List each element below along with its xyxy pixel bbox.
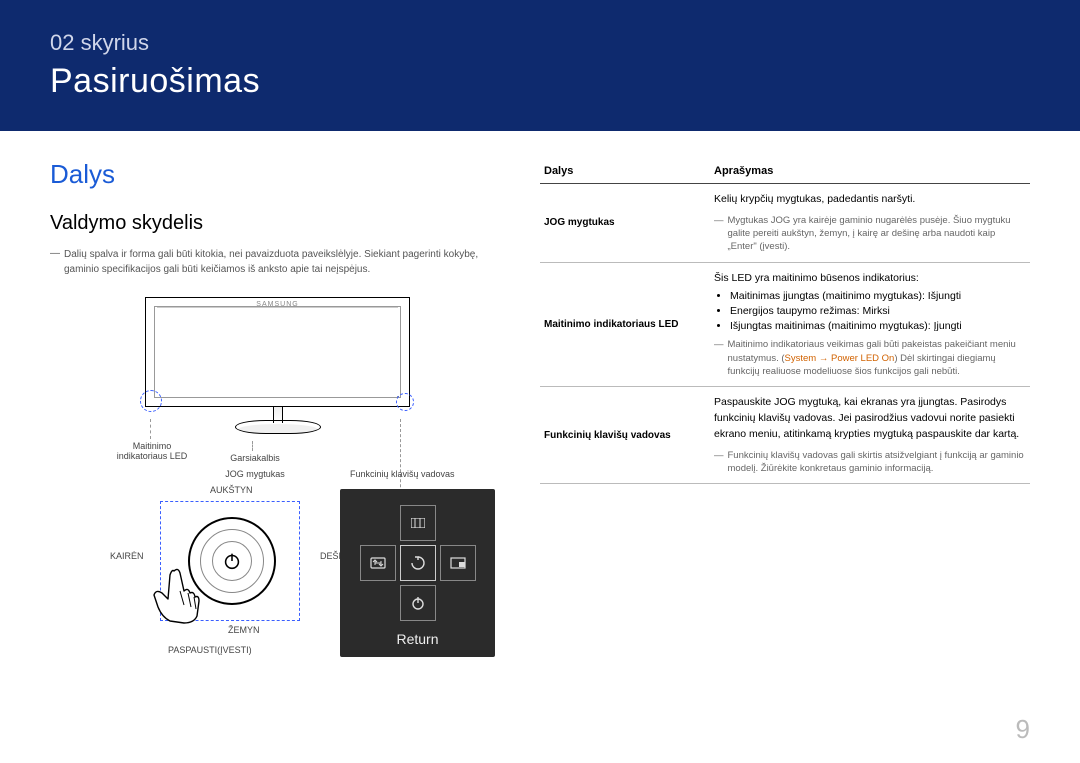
- page-title: Pasiruošimas: [50, 62, 1030, 101]
- monitor-outline: SAMSUNG: [145, 297, 410, 407]
- osd-center-icon: [400, 545, 436, 581]
- label-led: Maitinimo indikatoriaus LED: [112, 441, 192, 461]
- bullets: Maitinimas įjungtas (maitinimo mygtukas)…: [714, 290, 1026, 332]
- page-header: 02 skyrius Pasiruošimas: [0, 0, 1080, 131]
- table-row: Funkcinių klavišų vadovas Paspauskite JO…: [540, 387, 1030, 484]
- section-title: Dalys: [50, 159, 510, 190]
- page-content: Dalys Valdymo skydelis Dalių spalva ir f…: [0, 131, 1080, 661]
- monitor-diagram: SAMSUNG: [145, 297, 410, 407]
- label-jog: JOG mygtukas: [215, 469, 295, 479]
- row-note: Maitinimo indikatoriaus veikimas gali bū…: [714, 338, 1026, 378]
- monitor-bezel: [154, 306, 401, 398]
- right-column: Dalys Aprašymas JOG mygtukas Kelių krypč…: [540, 159, 1030, 661]
- row-text: Paspauskite JOG mygtuką, kai ekranas yra…: [714, 395, 1026, 442]
- osd-menu-icon: [400, 505, 436, 541]
- bullet: Išjungtas maitinimas (maitinimo mygtukas…: [730, 320, 1026, 332]
- note-text: Dalių spalva ir forma gali būti kitokia,…: [50, 247, 510, 277]
- row-name: Funkcinių klavišų vadovas: [540, 387, 710, 484]
- osd-power-icon: [400, 585, 436, 621]
- th-desc: Aprašymas: [710, 159, 1030, 184]
- chapter-label: 02 skyrius: [50, 30, 1030, 56]
- bullet: Energijos taupymo režimas: Mirksi: [730, 305, 1026, 317]
- function-key-guide-osd: Return: [340, 489, 495, 657]
- monitor-base: [235, 420, 321, 434]
- row-text: Kelių krypčių mygtukas, padedantis naršy…: [714, 192, 1026, 208]
- bullet: Maitinimas įjungtas (maitinimo mygtukas)…: [730, 290, 1026, 302]
- hand-icon: [144, 561, 214, 631]
- label-left: KAIRĖN: [110, 551, 144, 561]
- table-row: JOG mygtukas Kelių krypčių mygtukas, pad…: [540, 184, 1030, 263]
- osd-pip-icon: [440, 545, 476, 581]
- row-note: Mygtukas JOG yra kairėje gaminio nugarėl…: [714, 214, 1026, 254]
- osd-source-icon: [360, 545, 396, 581]
- label-press: PASPAUSTI(ĮVESTI): [168, 645, 252, 655]
- note-body: Dalių spalva ir forma gali būti kitokia,…: [64, 247, 510, 277]
- row-note: Funkcinių klavišų vadovas gali skirtis a…: [714, 449, 1026, 476]
- diagram-area: SAMSUNG Maitinimo indikatoriaus LED Gars…: [50, 291, 510, 661]
- label-fkv: Funkcinių klavišų vadovas: [350, 469, 490, 479]
- callout-circle-led: [140, 390, 162, 412]
- subsection-title: Valdymo skydelis: [50, 212, 510, 235]
- left-column: Dalys Valdymo skydelis Dalių spalva ir f…: [50, 159, 510, 661]
- table-row: Maitinimo indikatoriaus LED Šis LED yra …: [540, 262, 1030, 387]
- power-icon: [221, 550, 243, 572]
- label-down: ŽEMYN: [228, 625, 260, 635]
- menu-path: System → Power LED On: [785, 353, 895, 364]
- th-parts: Dalys: [540, 159, 710, 184]
- osd-return-label: Return: [396, 631, 438, 647]
- row-name: JOG mygtukas: [540, 184, 710, 263]
- label-up: AUKŠTYN: [210, 485, 253, 495]
- callout-circle-jog: [396, 393, 414, 411]
- lead-line: [150, 419, 151, 439]
- monitor-brand: SAMSUNG: [256, 301, 298, 308]
- row-intro: Šis LED yra maitinimo būsenos indikatori…: [714, 271, 1026, 287]
- parts-table: Dalys Aprašymas JOG mygtukas Kelių krypč…: [540, 159, 1030, 484]
- lead-line: [252, 441, 253, 451]
- row-name: Maitinimo indikatoriaus LED: [540, 262, 710, 387]
- label-speaker: Garsiakalbis: [215, 453, 295, 463]
- page-number: 9: [1016, 714, 1030, 745]
